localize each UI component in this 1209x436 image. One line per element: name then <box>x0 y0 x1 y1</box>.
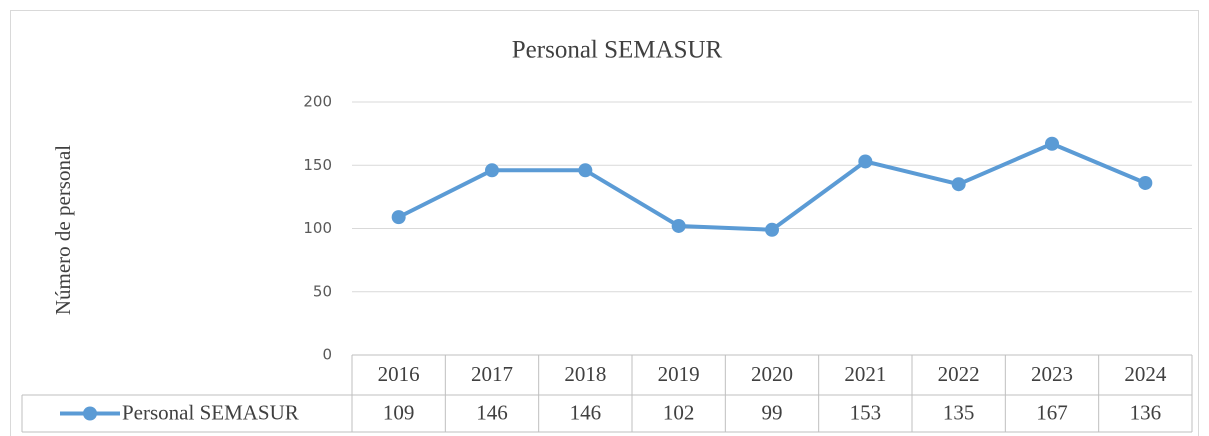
table-value: 146 <box>570 400 602 424</box>
x-tick-label: 2023 <box>1031 362 1073 386</box>
x-tick-label: 2022 <box>938 362 980 386</box>
marker <box>485 163 499 178</box>
table-value: 167 <box>1036 400 1068 424</box>
marker <box>391 210 406 225</box>
y-tick-label: 100 <box>303 219 332 237</box>
y-tick-label: 0 <box>322 346 332 364</box>
y-tick-label: 50 <box>313 282 332 300</box>
marker <box>1138 175 1153 190</box>
table-value: 109 <box>383 400 415 424</box>
y-axis-label: Número de personal <box>51 145 75 315</box>
x-tick-label: 2020 <box>751 362 793 386</box>
table-value: 99 <box>762 400 783 424</box>
x-tick-label: 2017 <box>471 362 513 386</box>
chart-title: Personal SEMASUR <box>512 37 723 64</box>
chart-border <box>10 10 1199 436</box>
legend-label: Personal SEMASUR <box>122 400 299 424</box>
y-tick-label: 150 <box>303 156 332 174</box>
legend-marker <box>83 406 97 421</box>
x-tick-label: 2016 <box>378 362 420 386</box>
table-value: 102 <box>663 400 695 424</box>
marker <box>1045 136 1059 151</box>
x-tick-label: 2021 <box>844 362 886 386</box>
x-tick-label: 2019 <box>658 362 700 386</box>
marker <box>578 163 593 178</box>
table-value: 153 <box>850 400 882 424</box>
y-tick-label: 200 <box>303 93 332 111</box>
marker <box>671 218 686 233</box>
marker <box>765 222 779 237</box>
table-value: 146 <box>476 400 508 424</box>
x-tick-label: 2018 <box>564 362 606 386</box>
table-value: 135 <box>943 400 975 424</box>
x-tick-label: 2024 <box>1124 362 1167 386</box>
marker <box>858 154 873 169</box>
table-value: 136 <box>1130 400 1162 424</box>
marker <box>951 177 966 192</box>
